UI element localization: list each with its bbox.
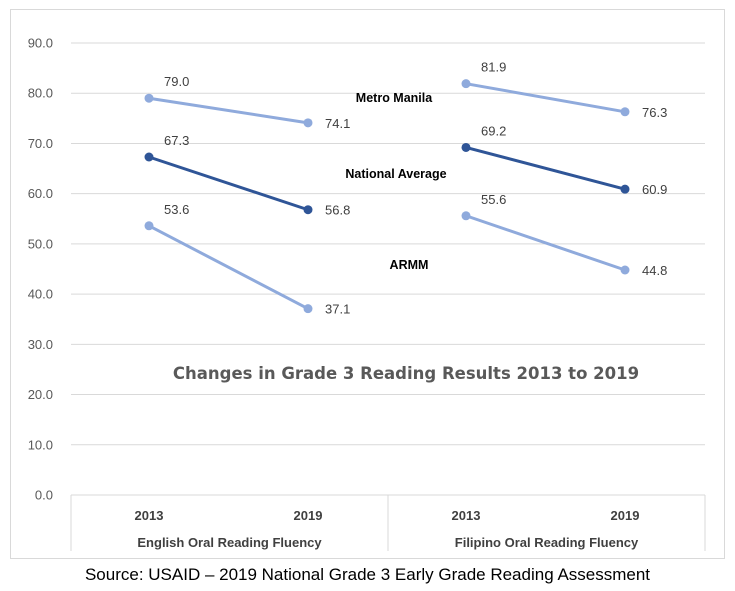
series-name-label: National Average: [345, 167, 446, 181]
data-label: 55.6: [481, 192, 506, 207]
x-tick-label: 2019: [294, 508, 323, 523]
x-group-label: English Oral Reading Fluency: [137, 535, 322, 550]
data-point: [620, 265, 630, 275]
data-point: [144, 93, 154, 103]
data-point: [303, 205, 313, 215]
x-group-label: Filipino Oral Reading Fluency: [455, 535, 639, 550]
series-name-label: ARMM: [390, 258, 429, 272]
y-tick-label: 50.0: [28, 236, 53, 251]
y-tick-label: 20.0: [28, 387, 53, 402]
data-point: [303, 118, 313, 128]
series-line: [147, 96, 310, 125]
data-label: 44.8: [642, 263, 667, 278]
data-label: 60.9: [642, 182, 667, 197]
y-tick-label: 30.0: [28, 337, 53, 352]
line-chart: 0.0 10.0 20.0 30.0 40.0 50.0 60.0 70.0 80.0 90.0 2…: [28, 36, 706, 551]
series-line: [464, 214, 627, 272]
series-line: [464, 82, 627, 114]
y-tick-label: 0.0: [35, 488, 53, 503]
y-tick-label: 70.0: [28, 136, 53, 151]
series-line: [464, 145, 627, 191]
data-point: [620, 107, 630, 117]
chart-frame: 0.0 10.0 20.0 30.0 40.0 50.0 60.0 70.0 80.0 90.0 2…: [10, 9, 725, 559]
data-label: 53.6: [164, 202, 189, 217]
series-line: [147, 224, 310, 311]
data-label: 81.9: [481, 60, 506, 75]
chart-title: Changes in Grade 3 Reading Results 2013 …: [173, 364, 639, 383]
x-tick-label: 2019: [611, 508, 640, 523]
data-point: [144, 152, 154, 162]
source-caption: Source: USAID – 2019 National Grade 3 Ea…: [84, 565, 651, 584]
data-label: 67.3: [164, 133, 189, 148]
series-line: [147, 155, 310, 212]
data-point: [461, 211, 471, 221]
x-tick-label: 2013: [452, 508, 481, 523]
data-label: 76.3: [642, 105, 667, 120]
data-label: 56.8: [325, 203, 350, 218]
data-point: [303, 304, 313, 314]
y-tick-label: 90.0: [28, 36, 53, 51]
y-tick-label: 40.0: [28, 287, 53, 302]
data-label: 79.0: [164, 74, 189, 89]
data-point: [144, 221, 154, 231]
data-label: 69.2: [481, 123, 506, 138]
y-tick-label: 80.0: [28, 86, 53, 101]
data-point: [461, 142, 471, 152]
x-tick-label: 2013: [135, 508, 164, 523]
data-label: 37.1: [325, 302, 350, 317]
y-tick-label: 60.0: [28, 186, 53, 201]
y-tick-label: 10.0: [28, 437, 53, 452]
series-name-label: Metro Manila: [356, 91, 433, 105]
data-point: [620, 184, 630, 194]
data-label: 74.1: [325, 116, 350, 131]
data-point: [461, 79, 471, 89]
